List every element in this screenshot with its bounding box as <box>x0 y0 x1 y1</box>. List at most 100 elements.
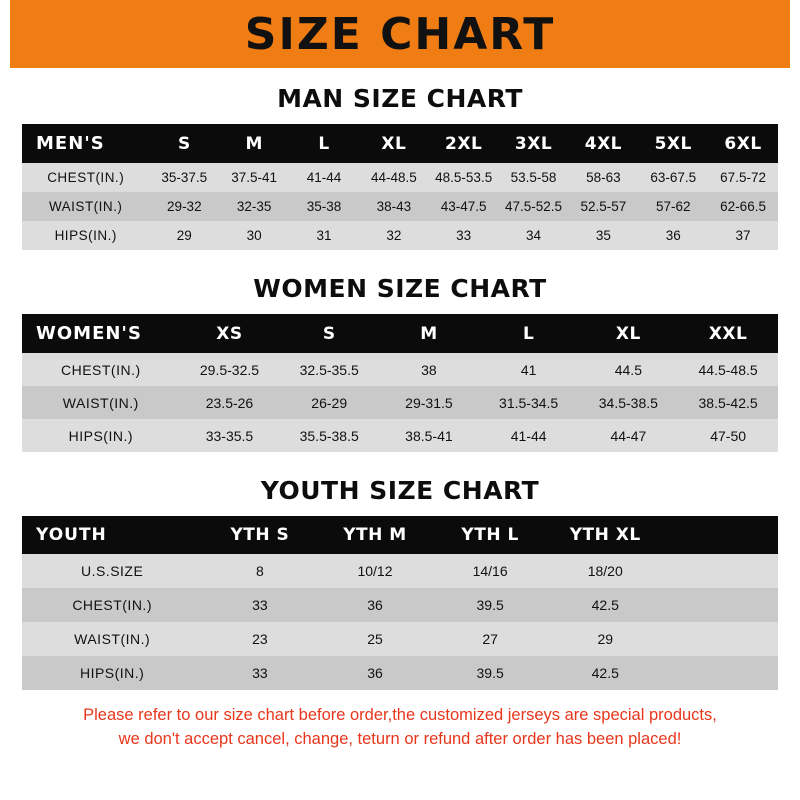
men-waist-label: WAIST(IN.) <box>48 199 123 214</box>
men-chest-5xl: 63-67.5 <box>650 170 697 185</box>
youth-hips-blank <box>663 656 778 690</box>
table-row: HIPS(IN.) 29 30 31 32 33 34 35 36 37 <box>22 221 778 250</box>
men-size-s: S <box>177 133 191 154</box>
youth-ussize-blank <box>663 554 778 588</box>
youth-hips-label: HIPS(IN.) <box>79 665 145 681</box>
women-waist-s: 26-29 <box>311 394 348 411</box>
table-row: WAIST(IN.) 23 25 27 29 <box>22 622 778 656</box>
women-chest-label: CHEST(IN.) <box>60 361 141 378</box>
women-size-xs: XS <box>216 323 243 344</box>
men-size-3xl: 3XL <box>514 133 553 154</box>
youth-ussize-s: 8 <box>255 563 264 579</box>
men-hips-label: HIPS(IN.) <box>54 228 117 243</box>
youth-hips-s: 33 <box>252 665 268 681</box>
youth-hips-l: 39.5 <box>476 665 504 681</box>
men-chest-3xl: 53.5-58 <box>510 170 557 185</box>
youth-size-blank <box>663 516 778 554</box>
women-chest-s: 32.5-35.5 <box>299 361 359 378</box>
men-size-2xl: 2XL <box>445 133 483 154</box>
header-gap-left <box>0 0 10 68</box>
women-size-xxl: XXL <box>708 323 748 344</box>
youth-chest-s: 33 <box>252 597 268 613</box>
table-row: CHEST(IN.) 33 36 39.5 42.5 <box>22 588 778 622</box>
women-section-title: WOMEN SIZE CHART <box>253 274 547 303</box>
youth-size-table: YOUTH YTH S YTH M YTH L YTH XL U.S.SIZE … <box>22 516 778 690</box>
women-waist-xl: 34.5-38.5 <box>598 394 658 411</box>
youth-size-s: YTH S <box>230 525 290 545</box>
table-header-row: MEN'S S M L XL 2XL 3XL 4XL 5XL 6XL <box>22 124 778 163</box>
footer-note-line-2: we don't accept cancel, change, teturn o… <box>118 729 682 748</box>
women-chest-l: 41 <box>520 361 537 378</box>
table-row: U.S.SIZE 8 10/12 14/16 18/20 <box>22 554 778 588</box>
youth-ussize-m: 10/12 <box>357 563 393 579</box>
men-waist-s: 29-32 <box>167 199 202 214</box>
men-size-m: M <box>245 133 263 154</box>
men-chest-2xl: 48.5-53.5 <box>435 170 493 185</box>
women-waist-m: 29-31.5 <box>405 394 453 411</box>
men-size-xl: XL <box>381 133 407 154</box>
youth-hips-xl: 42.5 <box>591 665 619 681</box>
men-hips-4xl: 35 <box>595 228 611 243</box>
women-hips-l: 41-44 <box>510 427 547 444</box>
women-hips-xs: 33-35.5 <box>205 427 254 444</box>
women-hips-label: HIPS(IN.) <box>68 427 133 444</box>
men-waist-5xl: 57-62 <box>655 199 691 214</box>
women-header-label: WOMEN'S <box>36 323 142 344</box>
table-header-row: WOMEN'S XS S M L XL XXL <box>22 314 778 353</box>
youth-hips-m: 36 <box>367 665 383 681</box>
youth-waist-xl: 29 <box>597 631 614 647</box>
youth-waist-label: WAIST(IN.) <box>74 631 151 647</box>
men-size-6xl: 6XL <box>724 133 762 154</box>
women-hips-xxl: 47-50 <box>710 427 747 444</box>
men-header-label: MEN'S <box>36 133 105 154</box>
youth-ussize-xl: 18/20 <box>587 563 623 579</box>
men-waist-4xl: 52.5-57 <box>580 199 627 214</box>
women-size-xl: XL <box>615 323 641 344</box>
table-header-row: YOUTH YTH S YTH M YTH L YTH XL <box>22 516 778 554</box>
youth-chest-xl: 42.5 <box>591 597 619 613</box>
men-chest-m: 37.5-41 <box>231 170 278 185</box>
women-waist-label: WAIST(IN.) <box>62 394 139 411</box>
youth-section-title: YOUTH SIZE CHART <box>260 476 540 505</box>
men-chest-label: CHEST(IN.) <box>47 170 125 185</box>
men-chest-4xl: 58-63 <box>586 170 621 185</box>
women-hips-xl: 44-47 <box>610 427 647 444</box>
women-size-table: WOMEN'S XS S M L XL XXL CHEST(IN.) 29.5-… <box>22 314 778 452</box>
youth-waist-blank <box>663 622 778 656</box>
men-chest-l: 41-44 <box>306 170 342 185</box>
youth-chest-blank <box>663 588 778 622</box>
men-waist-xl: 38-43 <box>376 199 412 214</box>
women-chest-xs: 29.5-32.5 <box>199 361 260 378</box>
men-hips-6xl: 37 <box>735 228 751 243</box>
men-size-l: L <box>318 133 330 154</box>
women-hips-m: 38.5-41 <box>405 427 453 444</box>
men-hips-s: 29 <box>176 228 192 243</box>
women-waist-xxl: 38.5-42.5 <box>698 394 758 411</box>
men-waist-3xl: 47.5-52.5 <box>505 199 563 214</box>
women-waist-l: 31.5-34.5 <box>499 394 559 411</box>
men-hips-2xl: 33 <box>456 228 472 243</box>
women-chest-xxl: 44.5-48.5 <box>698 361 758 378</box>
men-hips-xl: 32 <box>386 228 402 243</box>
youth-ussize-label: U.S.SIZE <box>80 563 144 579</box>
table-row: HIPS(IN.) 33 36 39.5 42.5 <box>22 656 778 690</box>
men-size-table: MEN'S S M L XL 2XL 3XL 4XL 5XL 6XL CHEST… <box>22 124 778 250</box>
page-title: SIZE CHART <box>244 9 556 60</box>
youth-ussize-l: 14/16 <box>472 563 508 579</box>
table-row: CHEST(IN.) 29.5-32.5 32.5-35.5 38 41 44.… <box>22 353 778 386</box>
women-chest-xl: 44.5 <box>614 361 642 378</box>
women-chest-m: 38 <box>421 361 437 378</box>
men-waist-2xl: 43-47.5 <box>440 199 487 214</box>
men-waist-l: 35-38 <box>306 199 342 214</box>
men-size-4xl: 4XL <box>584 133 623 154</box>
header-gap-right <box>790 0 800 68</box>
youth-size-xl: YTH XL <box>569 525 641 545</box>
youth-chest-l: 39.5 <box>476 597 504 613</box>
youth-chest-m: 36 <box>367 597 383 613</box>
footer-note: Please refer to our size chart before or… <box>22 704 778 752</box>
youth-size-m: YTH M <box>343 525 407 545</box>
men-chest-6xl: 67.5-72 <box>720 170 766 185</box>
men-hips-3xl: 34 <box>526 228 542 243</box>
header-band: SIZE CHART <box>0 0 800 68</box>
